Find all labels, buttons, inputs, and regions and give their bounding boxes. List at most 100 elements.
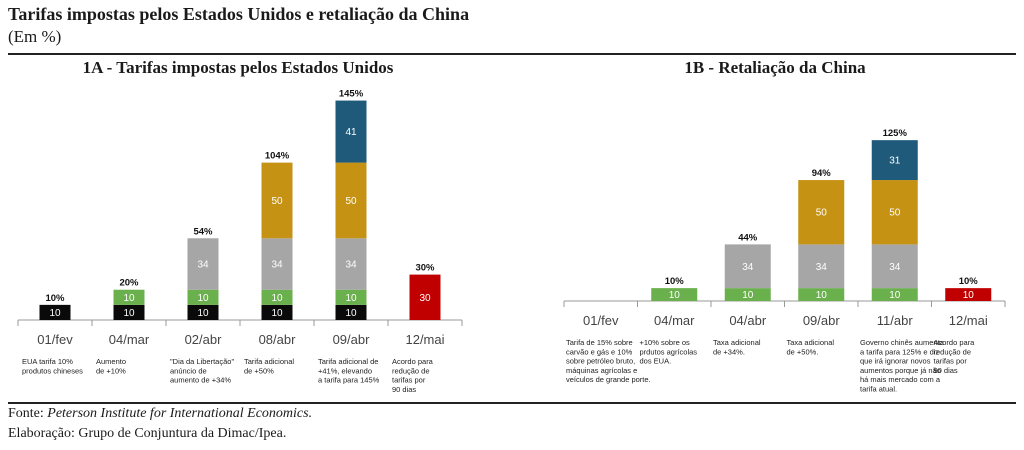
chart-1b-category-label: 11/abr (877, 313, 914, 328)
chart-1b-title: 1B - Retaliação da China (684, 58, 866, 77)
chart-1a-segment-label: 41 (345, 127, 357, 138)
chart-1b-category-label: 12/mai (949, 313, 988, 328)
chart-1a-note-line: Tarifa adicional (244, 357, 294, 366)
chart-1b-total-label: 10% (665, 276, 685, 287)
chart-1a-note-line: de +10% (96, 366, 126, 375)
chart-1b-segment-label: 10 (742, 290, 754, 301)
chart-1a-total-label: 20% (119, 278, 139, 289)
source-label: Fonte: (8, 406, 48, 421)
chart-1b-bar-segment (871, 180, 918, 245)
chart-1a-note-line: tarifas por (392, 376, 426, 385)
chart-1b-segment-label: 10 (889, 290, 901, 301)
chart-1b-note-line: tarifas por (934, 357, 968, 366)
chart-1b-note-line: Tarifa de 15% sobre (566, 338, 633, 347)
chart-1a-bar-segment (409, 274, 441, 320)
chart-1a-note-line: EUA tarifa 10% (22, 357, 73, 366)
chart-1a-total-label: 104% (265, 151, 290, 162)
chart-1b-note-line: carvão e gás e 10% (566, 347, 633, 356)
chart-1a-category-label: 12/mai (405, 332, 444, 347)
bottom-rule (8, 402, 1016, 404)
chart-1a-note-line: redução de (392, 366, 430, 375)
chart-1a-note-line: 90 dias (392, 385, 416, 394)
chart-1a-bar-segment (113, 289, 145, 305)
chart-1b-bar-segment (871, 244, 918, 289)
chart-1a-note-line: anúncio de (170, 366, 207, 375)
chart-1a-total-label: 30% (415, 263, 435, 274)
chart-1a-bar-segment (113, 304, 145, 320)
chart-1a-bar-segment (261, 238, 293, 290)
chart-1b-note-line: aumentos porque já não (860, 366, 941, 375)
chart-1b-segment-label: 10 (669, 290, 681, 301)
chart-1a-segment-label: 10 (271, 293, 283, 304)
chart-1a-category-label: 02/abr (185, 332, 223, 347)
chart-1a-bar-segment (335, 162, 367, 239)
chart-1b-note-line: que irá ignorar novos (860, 357, 931, 366)
chart-1b-note-line: sobre petróleo bruto, (566, 357, 635, 366)
chart-1b-bar-segment (945, 288, 992, 301)
chart-1a-bar-segment (187, 289, 219, 305)
chart-1b-note-line: 90 dias (934, 366, 958, 375)
chart-1a-note-line: aumento de +34% (170, 376, 231, 385)
chart-1a-bar-segment (39, 304, 71, 320)
chart-1b-note-line: prdutos agrícolas (640, 347, 698, 356)
credit-line: Elaboração: Grupo de Conjuntura da Dimac… (8, 426, 287, 441)
chart-1b-segment-label: 34 (889, 262, 901, 273)
chart-1a-segment-label: 34 (345, 260, 357, 271)
chart-1b-segment-label: 10 (816, 290, 828, 301)
chart-1a-segment-label: 50 (345, 196, 357, 207)
source-line: Fonte: Peterson Institute for Internatio… (8, 406, 312, 422)
chart-1a-segment-label: 10 (49, 308, 61, 319)
chart-1b-bar-segment (871, 288, 918, 301)
chart-1b-total-label: 94% (812, 168, 832, 179)
chart-1b-note-line: redução de (934, 347, 972, 356)
chart-1b-segment-label: 50 (889, 208, 901, 219)
chart-1b-bar-segment (798, 288, 845, 301)
chart-1b-total-label: 44% (738, 232, 758, 243)
chart-1a-bar-segment (335, 304, 367, 320)
chart-1a-note-line: produtos chineses (22, 366, 83, 375)
chart-1a-bar-segment (261, 304, 293, 320)
chart-1b-total-label: 125% (883, 128, 908, 139)
chart-1b-note-line: de +34%. (713, 347, 745, 356)
chart-1a-segment-label: 10 (271, 308, 283, 319)
chart-1a-category-label: 08/abr (259, 332, 297, 347)
chart-1b-note-line: tarifa atual. (860, 385, 897, 394)
chart-1a-segment-label: 30 (419, 293, 431, 304)
chart-1a-category-label: 09/abr (333, 332, 371, 347)
chart-1b-segment-label: 31 (889, 156, 901, 167)
chart-1a-total-label: 54% (193, 226, 213, 237)
chart-1a-note-line: "Dia da Libertação" (170, 357, 234, 366)
chart-1a-segment-label: 34 (197, 260, 209, 271)
chart-1b-bar-segment (798, 180, 845, 245)
chart-1b-segment-label: 10 (963, 290, 975, 301)
chart-1a-segment-label: 10 (345, 293, 357, 304)
chart-1a-bar-segment (261, 289, 293, 305)
chart-1a-bar-segment (335, 238, 367, 290)
chart-1a-note-line: de +50% (244, 366, 274, 375)
chart-1b-segment-label: 34 (742, 262, 754, 273)
chart-1a-note-line: +41%, elevando (318, 366, 372, 375)
chart-1b-note-line: Acordo para (934, 338, 976, 347)
chart-1a-total-label: 10% (45, 293, 65, 304)
chart-1a-note-line: a tarifa para 145% (318, 376, 380, 385)
chart-1a-bar-segment (187, 238, 219, 290)
chart-1b-note-line: Governo chinês aumenta (860, 338, 945, 347)
chart-1a-bar-segment (335, 100, 367, 163)
chart-1b-bar-segment (651, 288, 698, 301)
chart-1a-bar-segment (335, 289, 367, 305)
chart-1a-segment-label: 10 (197, 293, 209, 304)
chart-1a-bar-segment (187, 304, 219, 320)
chart-1b-category-label: 04/abr (729, 313, 767, 328)
chart-1a-segment-label: 34 (271, 260, 283, 271)
chart-1b-note-line: dos EUA. (640, 357, 672, 366)
chart-1b-note-line: há mais mercado com a (860, 375, 941, 384)
chart-1a-category-label: 04/mar (109, 332, 150, 347)
chart-1b-note-line: máquinas agrícolas e (566, 366, 637, 375)
chart-1b-segment-label: 50 (816, 208, 828, 219)
chart-1a-segment-label: 10 (123, 293, 135, 304)
chart-1b-note-line: a tarifa para 125% e diz (860, 347, 939, 356)
chart-1b-note-line: de +50%. (787, 347, 819, 356)
chart-1a-total-label: 145% (339, 89, 364, 100)
chart-1b-category-label: 01/fev (583, 313, 619, 328)
